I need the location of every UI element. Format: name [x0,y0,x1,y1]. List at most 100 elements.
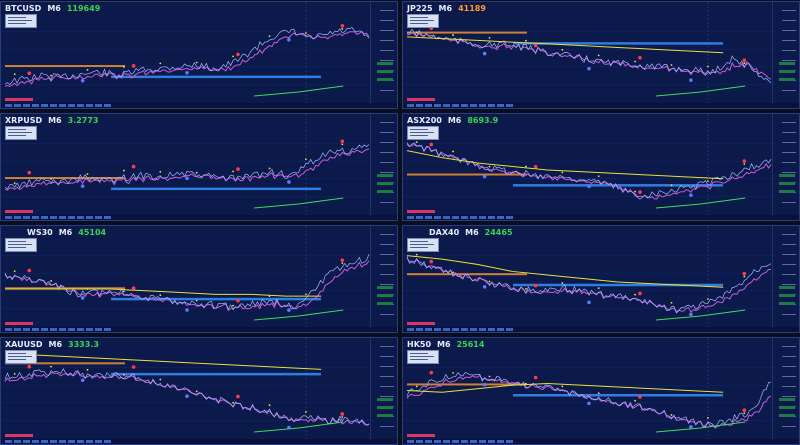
timeframe-button[interactable] [407,216,414,219]
timeframe-button[interactable] [5,440,12,443]
price-scale[interactable] [772,226,799,332]
price-scale[interactable] [370,338,397,444]
timeframe-button[interactable] [32,216,39,219]
timeframe-button[interactable] [104,104,111,107]
price-scale[interactable] [772,2,799,108]
timeframe-button[interactable] [452,216,459,219]
timeframe-button[interactable] [95,440,102,443]
timeframe-button[interactable] [497,216,504,219]
timeframe-button[interactable] [479,328,486,331]
timeframe-button[interactable] [434,328,441,331]
timeframe-button[interactable] [95,216,102,219]
scale-button[interactable] [779,294,795,297]
timeframe-button[interactable] [104,216,111,219]
scale-button[interactable] [779,182,795,185]
timeframe-button[interactable] [506,104,513,107]
timeframe-button[interactable] [497,328,504,331]
timeframe-button[interactable] [452,328,459,331]
timeframe-button[interactable] [59,104,66,107]
timeframe-button[interactable] [425,104,432,107]
timeframe-button[interactable] [506,440,513,443]
timeframe-button[interactable] [488,440,495,443]
timeframe-button[interactable] [461,104,468,107]
timeframe-button[interactable] [23,328,30,331]
scale-button[interactable] [779,398,795,401]
timeframe-button[interactable] [14,216,21,219]
timeframe-button[interactable] [5,104,12,107]
price-scale[interactable] [370,114,397,220]
chart-panel-xrpusd[interactable]: XRPUSD M6 3.2773 [0,113,398,221]
scale-button[interactable] [377,174,393,177]
timeframe-button[interactable] [104,440,111,443]
timeframe-button[interactable] [443,104,450,107]
timeframe-button[interactable] [5,328,12,331]
scale-button[interactable] [779,302,795,305]
timeframe-bar[interactable] [1,215,397,220]
timeframe-button[interactable] [497,104,504,107]
timeframe-button[interactable] [470,104,477,107]
timeframe-button[interactable] [50,328,57,331]
timeframe-button[interactable] [407,440,414,443]
timeframe-button[interactable] [32,328,39,331]
timeframe-button[interactable] [68,216,75,219]
scale-button[interactable] [779,406,795,409]
timeframe-button[interactable] [497,440,504,443]
timeframe-button[interactable] [488,216,495,219]
scale-button[interactable] [377,294,393,297]
timeframe-button[interactable] [41,440,48,443]
timeframe-button[interactable] [506,216,513,219]
timeframe-bar[interactable] [1,439,397,444]
scale-button[interactable] [779,174,795,177]
timeframe-button[interactable] [416,328,423,331]
scale-button[interactable] [377,302,393,305]
scale-button[interactable] [377,70,393,73]
timeframe-button[interactable] [407,104,414,107]
timeframe-button[interactable] [470,440,477,443]
timeframe-button[interactable] [95,104,102,107]
timeframe-button[interactable] [86,104,93,107]
timeframe-button[interactable] [50,440,57,443]
timeframe-bar[interactable] [403,327,799,332]
timeframe-button[interactable] [41,104,48,107]
timeframe-button[interactable] [443,440,450,443]
timeframe-button[interactable] [59,440,66,443]
timeframe-button[interactable] [68,440,75,443]
timeframe-button[interactable] [23,440,30,443]
price-scale[interactable] [370,2,397,108]
timeframe-bar[interactable] [403,103,799,108]
timeframe-button[interactable] [452,104,459,107]
timeframe-button[interactable] [461,328,468,331]
timeframe-button[interactable] [32,440,39,443]
chart-panel-hk50[interactable]: HK50 M6 25614 [402,337,800,445]
chart-panel-asx200[interactable]: ASX200 M6 8693.9 [402,113,800,221]
timeframe-button[interactable] [23,104,30,107]
timeframe-button[interactable] [59,328,66,331]
timeframe-button[interactable] [86,216,93,219]
scale-button[interactable] [779,190,795,193]
price-scale[interactable] [370,226,397,332]
chart-panel-dax40[interactable]: DAX40 M6 24465 [402,225,800,333]
timeframe-button[interactable] [416,104,423,107]
timeframe-button[interactable] [50,216,57,219]
timeframe-button[interactable] [14,440,21,443]
timeframe-button[interactable] [95,328,102,331]
timeframe-button[interactable] [77,216,84,219]
scale-button[interactable] [377,62,393,65]
timeframe-button[interactable] [407,328,414,331]
timeframe-button[interactable] [434,216,441,219]
timeframe-button[interactable] [77,328,84,331]
timeframe-button[interactable] [14,104,21,107]
timeframe-button[interactable] [470,328,477,331]
chart-panel-xauusd[interactable]: XAUUSD M6 3333.3 [0,337,398,445]
timeframe-button[interactable] [434,440,441,443]
scale-button[interactable] [377,190,393,193]
timeframe-button[interactable] [41,328,48,331]
timeframe-button[interactable] [77,440,84,443]
scale-button[interactable] [779,414,795,417]
timeframe-button[interactable] [59,216,66,219]
chart-panel-btcusd[interactable]: BTCUSD M6 119649 [0,1,398,109]
timeframe-bar[interactable] [403,439,799,444]
timeframe-bar[interactable] [1,327,397,332]
timeframe-button[interactable] [479,440,486,443]
timeframe-button[interactable] [461,440,468,443]
